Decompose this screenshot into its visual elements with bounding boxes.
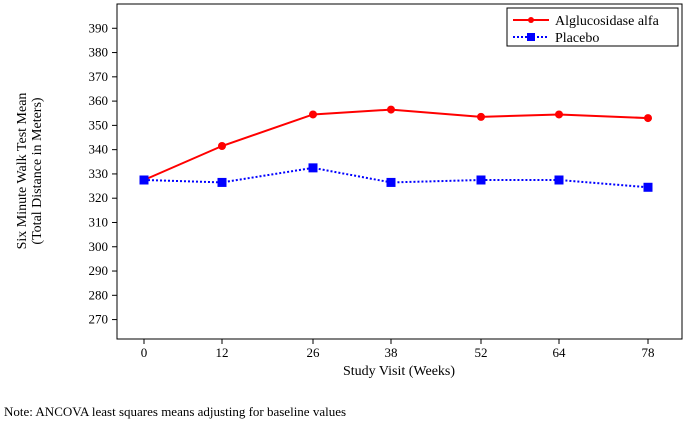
x-tick-label: 0 — [141, 345, 148, 360]
y-tick-label: 310 — [89, 214, 109, 229]
legend-marker-placebo — [527, 33, 535, 41]
y-tick-label: 370 — [89, 69, 109, 84]
y-axis: 270 280 290 300 310 320 330 340 350 360 370 380 390 — [89, 20, 117, 327]
legend-box — [506, 7, 679, 47]
data-point-alglucosidase — [644, 114, 652, 123]
y-tick-label: 380 — [89, 45, 109, 60]
legend-label-alglucosidase: Alglucosidase alfa — [555, 14, 660, 29]
y-axis-title: Six Minute Walk Test Mean (Total Distanc… — [15, 93, 45, 250]
data-point-alglucosidase — [309, 110, 317, 119]
y-tick-label: 290 — [89, 263, 109, 278]
y-tick-label: 390 — [89, 20, 109, 35]
y-tick-label: 340 — [89, 142, 109, 157]
legend: Alglucosidase alfa Placebo — [506, 7, 679, 47]
data-point-placebo — [308, 163, 318, 173]
x-tick-label: 78 — [642, 345, 655, 360]
x-tick-label: 52 — [475, 345, 488, 360]
legend-marker-alglucosidase — [528, 17, 534, 23]
y-tick-label: 280 — [89, 287, 109, 302]
y-tick-label: 300 — [89, 239, 109, 254]
data-point-placebo — [643, 182, 653, 192]
x-tick-label: 26 — [307, 345, 321, 360]
y-axis-title-line1: Six Minute Walk Test Mean — [15, 93, 30, 250]
data-point-placebo — [139, 175, 149, 185]
x-tick-label: 12 — [216, 345, 229, 360]
plot-frame — [116, 3, 683, 340]
x-tick-label: 38 — [385, 345, 398, 360]
data-point-alglucosidase — [555, 110, 563, 119]
legend-label-placebo: Placebo — [555, 31, 599, 46]
y-tick-label: 330 — [89, 166, 109, 181]
data-point-placebo — [217, 177, 227, 187]
x-axis: 0 12 26 38 52 64 78 — [141, 339, 655, 360]
y-tick-label: 320 — [89, 190, 109, 205]
data-point-placebo — [476, 175, 486, 185]
data-point-alglucosidase — [477, 112, 485, 121]
y-tick-label: 350 — [89, 117, 109, 132]
data-point-alglucosidase — [387, 105, 395, 114]
data-point-alglucosidase — [218, 142, 226, 151]
x-tick-label: 64 — [553, 345, 567, 360]
y-axis-title-line2: (Total Distance in Meters) — [30, 97, 45, 244]
y-tick-label: 270 — [89, 312, 109, 327]
line-chart: 270280290300310320330340350360370380390 … — [15, 3, 683, 379]
data-point-placebo — [386, 177, 396, 187]
data-point-placebo — [554, 175, 564, 185]
footnote: Note: ANCOVA least squares means adjusti… — [4, 404, 347, 419]
x-axis-title: Study Visit (Weeks) — [343, 364, 455, 379]
series-layer — [139, 105, 653, 192]
y-tick-label: 360 — [89, 93, 109, 108]
